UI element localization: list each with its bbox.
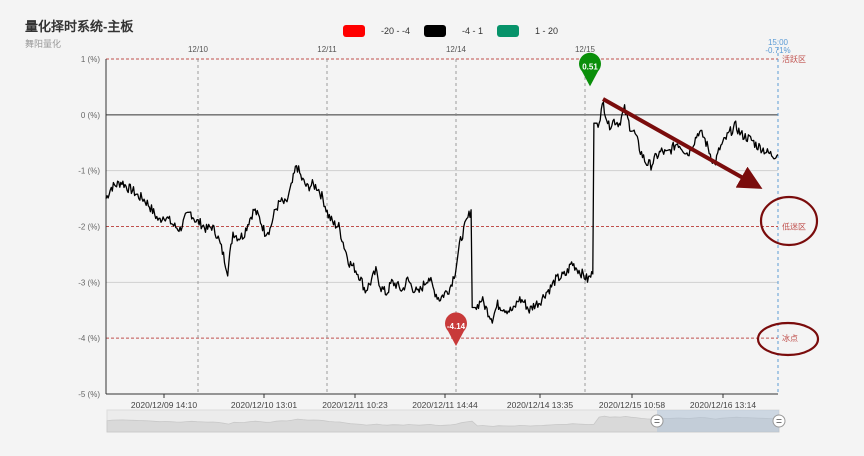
y-tick-label: -4 (%) (78, 334, 100, 343)
y-tick-label: -2 (%) (78, 223, 100, 232)
marker-label: 0.51 (582, 62, 598, 71)
legend-item[interactable]: -4 - 1 (424, 25, 483, 37)
x-tick-label: 2020/12/11 14:44 (412, 400, 478, 410)
zoom-window[interactable] (657, 410, 779, 432)
zoom-handle[interactable] (650, 414, 664, 428)
legend-swatch (424, 25, 447, 37)
legend-swatch (497, 25, 520, 37)
marker-label: -4.14 (447, 322, 466, 331)
reference-label: 活跃区 (782, 54, 806, 64)
reference-label: 冰点 (782, 333, 798, 343)
series-line (105, 101, 779, 324)
top-axis-label: 12/14 (446, 45, 467, 54)
x-tick-label: 2020/12/10 13:01 (231, 400, 297, 410)
y-tick-label: 1 (%) (81, 55, 100, 64)
marker-pin: 0.51 (579, 52, 601, 87)
series-layer (105, 101, 779, 324)
current-time-label: 15:00 (768, 38, 789, 47)
x-tick-label: 2020/12/15 10:58 (599, 400, 665, 410)
x-tick-label: 2020/12/09 14:10 (131, 400, 197, 410)
top-axis-label: 12/11 (317, 45, 337, 54)
marker-shape (444, 312, 467, 346)
highlight-circle (759, 195, 819, 247)
zoom-slider[interactable] (106, 409, 786, 433)
current-value-label: -0.71% (765, 46, 790, 55)
legend-label: -20 - -4 (381, 26, 411, 36)
y-tick-label: -5 (%) (78, 390, 100, 399)
legend-label: -4 - 1 (462, 26, 484, 36)
reference-label: 低迷区 (782, 222, 806, 232)
legend-swatch (343, 25, 365, 37)
annotation-layer: 0.51 -4.14 (444, 52, 820, 357)
y-tick-label: -3 (%) (78, 278, 100, 287)
zoom-preview (106, 415, 780, 433)
y-tick-label: -1 (%) (78, 167, 100, 176)
legend-item[interactable]: 1 - 20 (497, 25, 558, 37)
top-axis-label: 12/10 (188, 45, 209, 54)
highlight-circle (756, 321, 820, 357)
x-tick-label: 2020/12/11 10:23 (322, 400, 388, 410)
x-tick-label: 2020/12/16 13:14 (690, 400, 756, 410)
marker-pin: -4.14 (444, 312, 467, 346)
chart-title: 量化择时系统-主板 (25, 19, 134, 34)
x-tick-label: 2020/12/14 13:35 (507, 400, 573, 410)
top-axis-label: 12/15 (575, 45, 596, 54)
axes: 1 (%) 0 (%) -1 (%) -2 (%) -3 (%) -4 (%) -5 (%)… (78, 38, 790, 410)
trend-arrow (602, 97, 763, 189)
y-tick-label: 0 (%) (81, 111, 100, 120)
marker-shape (579, 52, 601, 87)
legend-item[interactable]: -20 - -4 (343, 25, 410, 37)
zoom-handle[interactable] (772, 414, 786, 428)
chart-subtitle: 舞阳量化 (25, 39, 62, 49)
legend-label: 1 - 20 (535, 26, 559, 36)
legend: -20 - -4 -4 - 1 1 - 20 (343, 24, 572, 38)
